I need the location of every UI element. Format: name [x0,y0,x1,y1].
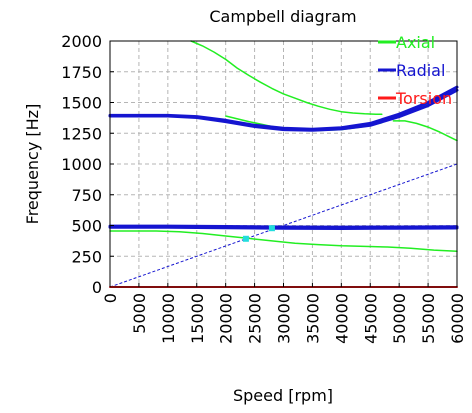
y-tick-labels: 0 250 500 750 1000 1250 1500 1750 2000 [61,32,102,297]
y-tick-label: 1500 [61,94,102,113]
y-tick-label: 250 [71,247,102,266]
series-group [108,40,459,288]
axes-group [109,40,458,288]
x-tick-label: 35000 [303,293,322,344]
excitation-line [109,163,458,288]
x-tick-label: 50000 [390,293,409,344]
legend-label-radial: Radial [396,61,445,80]
x-tick-label: 60000 [448,293,467,344]
plot-frame [109,40,458,288]
x-tick-label: 30000 [275,293,294,344]
intersection-marker [268,225,275,232]
series-line-axial [392,120,458,142]
x-tick-label: 0 [101,293,120,303]
legend-label-axial: Axial [396,33,435,52]
x-tick-label: 25000 [246,293,265,344]
y-tick-label: 500 [71,217,102,236]
series-line-radial [108,88,459,132]
x-tick-label: 45000 [361,293,380,344]
x-tick-label: 10000 [159,293,178,344]
y-tick-label: 2000 [61,32,102,51]
y-tick-label: 1000 [61,155,102,174]
x-tick-label: 5000 [130,293,149,334]
x-tick-labels: 0 5000 10000 15000 20000 25000 30000 35000 40000… [101,293,467,344]
series-line-axial [109,230,458,253]
x-tick-label: 20000 [217,293,236,344]
x-axis-label: Speed [rpm] [233,386,333,405]
legend-label-torsion: Torsion [395,89,452,108]
series-line-radial [108,225,459,230]
legend: Axial Radial Torsion [378,33,452,108]
intersection-marker [242,235,249,242]
y-tick-label: 0 [92,278,102,297]
y-axis-label: Frequency [Hz] [23,104,42,225]
x-tick-label: 15000 [188,293,207,344]
y-tick-label: 750 [71,186,102,205]
x-tick-label: 40000 [332,293,351,344]
y-tick-label: 1250 [61,124,102,143]
chart-title: Campbell diagram [209,7,356,26]
series-line-axial [190,40,383,115]
y-tick-label: 1750 [61,63,102,82]
x-tick-label: 55000 [419,293,438,344]
